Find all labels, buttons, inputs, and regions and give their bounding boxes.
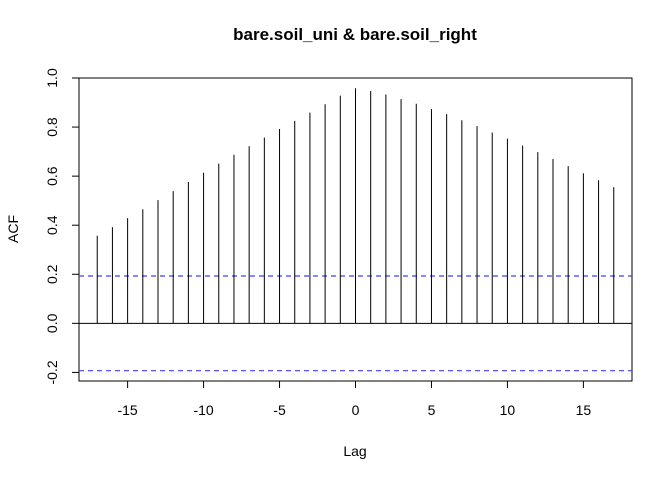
- x-tick-label: 5: [428, 402, 436, 418]
- y-tick-label: -0.2: [44, 360, 60, 384]
- x-tick-label: -10: [193, 402, 213, 418]
- x-tick-label: 0: [352, 402, 360, 418]
- x-tick-label: 15: [576, 402, 592, 418]
- x-tick-label: -15: [117, 402, 137, 418]
- y-tick-label: 0.0: [44, 313, 60, 333]
- y-axis-label: ACF: [5, 215, 21, 243]
- chart-title: bare.soil_uni & bare.soil_right: [233, 25, 477, 44]
- y-tick-label: 1.0: [44, 68, 60, 88]
- x-axis-label: Lag: [343, 443, 366, 459]
- y-tick-label: 0.6: [44, 166, 60, 186]
- y-tick-label: 0.8: [44, 117, 60, 137]
- y-tick-label: 0.4: [44, 215, 60, 235]
- chart-marks: -15 -10 -5 0 5 10 15 -0.2 0.0 0.2 0.4 0.6 0.8 1.0: [44, 68, 632, 418]
- x-tick-label: -5: [273, 402, 286, 418]
- y-tick-label: 0.2: [44, 264, 60, 284]
- x-tick-label: 10: [500, 402, 516, 418]
